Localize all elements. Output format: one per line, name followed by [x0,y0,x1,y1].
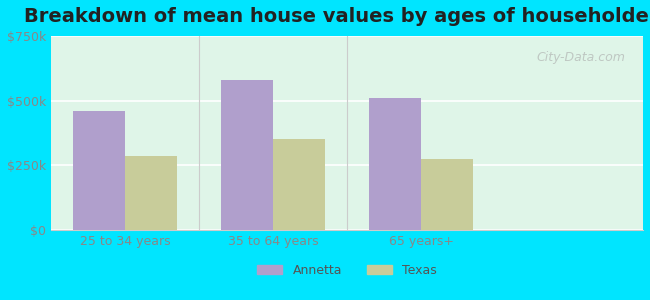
Bar [421,159,473,230]
Legend: Annetta, Texas: Annetta, Texas [252,259,442,282]
Bar [369,98,421,230]
Bar [73,111,125,230]
Bar [221,80,273,230]
Bar [273,140,325,230]
Title: Breakdown of mean house values by ages of householders: Breakdown of mean house values by ages o… [24,7,650,26]
Bar [125,156,177,230]
Text: City-Data.com: City-Data.com [536,51,625,64]
